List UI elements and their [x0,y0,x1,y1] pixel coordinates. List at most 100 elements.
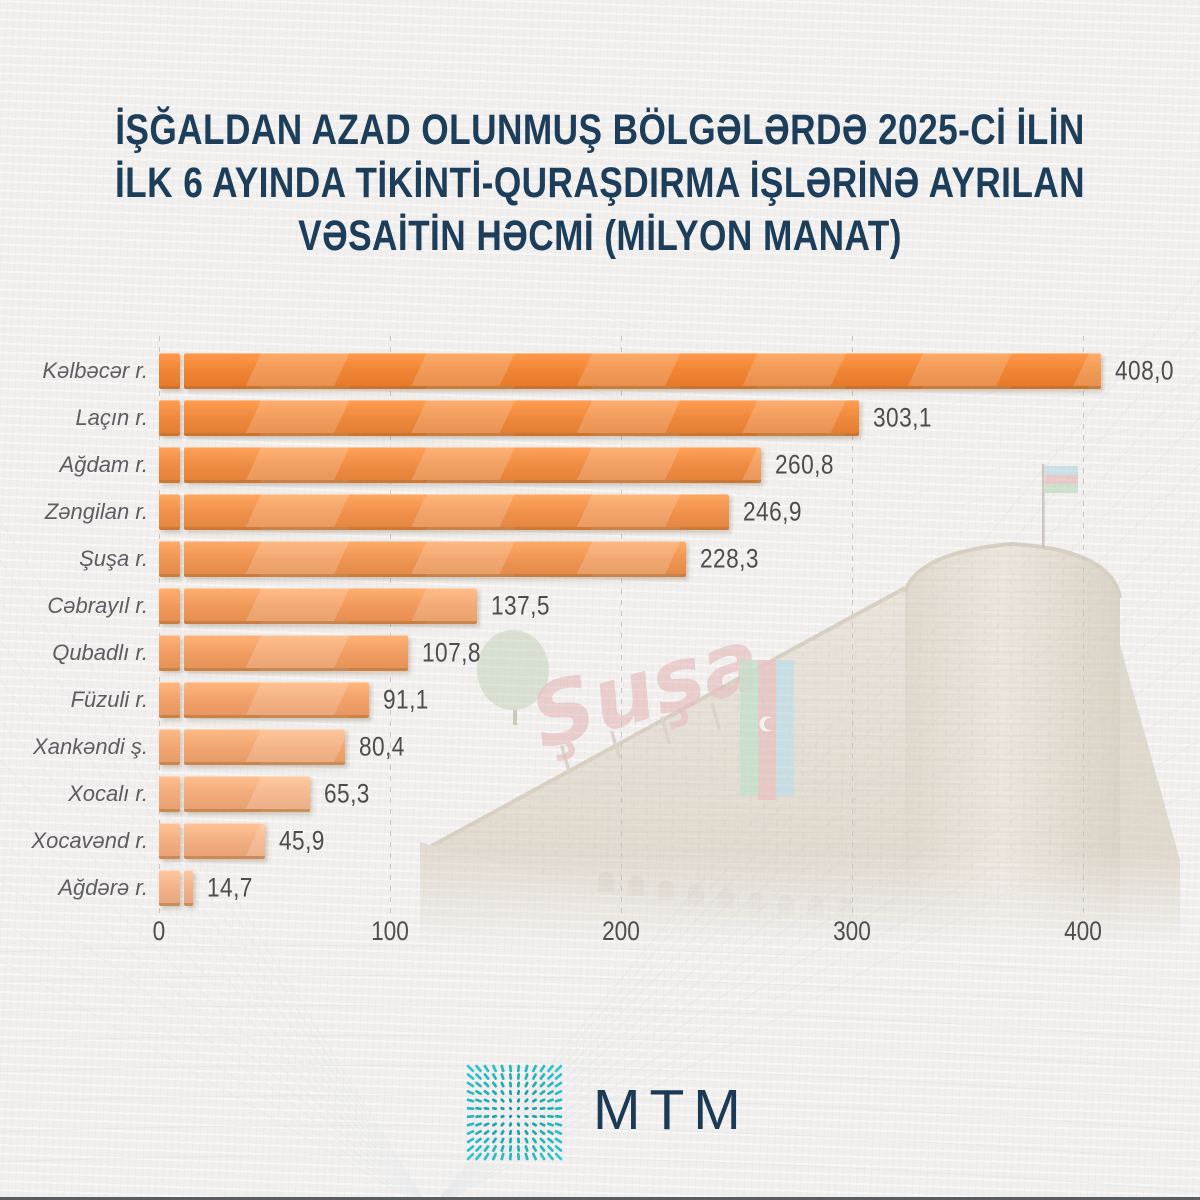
bar-lead-square [159,869,180,906]
logo-dash [524,1152,529,1161]
logo-dash [516,1089,521,1096]
logo-dash [539,1098,546,1103]
logo-dash [508,1152,513,1161]
logo-dash [539,1106,546,1111]
bar-lead-square [159,446,180,483]
logo-dash [466,1064,475,1073]
chart-title-line-1: İŞĞALDAN AZAD OLUNMUŞ BÖLGƏLƏRDƏ 2025-Cİ… [115,106,1085,154]
logo-dash [483,1098,490,1103]
logo-dash [466,1152,475,1161]
logo-dash [508,1089,513,1096]
logo-dash [547,1098,554,1103]
logo-dash [491,1073,498,1080]
logo-dash [483,1064,490,1073]
logo-dash [475,1114,482,1119]
logo-dash [500,1098,505,1103]
logo-dash [508,1114,513,1119]
logo-dash [475,1137,482,1144]
logo-dash [475,1098,482,1103]
logo-dash [508,1081,513,1088]
logo-dash [539,1122,546,1127]
logo-dash [531,1122,538,1127]
logo-dash [531,1064,538,1073]
value-label: 45,9 [279,825,325,855]
logo-dash [500,1114,505,1119]
bar-lead-square [159,399,180,436]
logo-dash [554,1129,563,1136]
logo-dash [524,1064,529,1073]
logo-dash [554,1106,563,1111]
logo-dash [483,1122,490,1127]
chart-title-line-3: VƏSAİTİN HƏCMİ (MİLYON MANAT) [298,212,902,260]
logo-dash [547,1129,554,1136]
logo-dash [531,1089,538,1096]
logo-dash [491,1152,498,1161]
logo-dash [531,1098,538,1103]
logo-dash [483,1089,490,1096]
gridline-0 [159,336,160,916]
logo-dash [491,1064,498,1073]
logo-dash [475,1129,482,1136]
value-label: 65,3 [323,778,370,808]
logo-dash [483,1152,490,1161]
logo-dash [531,1114,538,1119]
logo-dash [491,1089,498,1096]
logo-dash [466,1098,475,1103]
logo-dash [516,1081,521,1088]
logo-dash [524,1089,529,1096]
category-label: Laçın r. [75,404,148,430]
logo-dash [531,1137,538,1144]
category-label: Xocavənd r. [31,827,148,853]
logo-dash [500,1064,505,1073]
logo-dash [516,1106,521,1111]
logo-dash [508,1137,513,1144]
logo-dash [547,1114,554,1119]
logo-dash [466,1081,475,1088]
bar [184,634,409,671]
logo-dash [466,1089,475,1096]
value-label: 246,9 [743,496,803,526]
logo-dash [500,1106,505,1111]
logo-dash [466,1106,475,1111]
logo-dash [547,1152,554,1161]
value-label: 91,1 [383,684,430,714]
logo-dash [524,1081,529,1088]
logo-dash [524,1137,529,1144]
logo-dash [539,1089,546,1096]
logo-dash [466,1114,475,1119]
logo-dash [516,1122,521,1127]
bar [184,728,345,765]
mtm-logo-text: MTM [593,1078,750,1142]
category-label: Şuşa r. [79,545,148,571]
logo-dash [500,1073,505,1080]
logo-dash [475,1152,482,1161]
logo-dash [500,1137,505,1144]
logo-dash [547,1073,554,1080]
logo-dash [491,1098,498,1103]
bar-row: Cəbrayıl r. 137,5 [0,582,1200,629]
category-label: Ağdam r. [59,451,148,477]
bar-row: Ağdam r. 260,8 [0,441,1200,488]
bar-row: Şuşa r. 228,3 [0,535,1200,582]
mtm-starburst-icon [466,1064,563,1161]
logo-dash [475,1145,482,1152]
gridline-100 [390,336,391,916]
logo-dash [554,1137,563,1144]
category-label: Qubadlı r. [52,639,148,665]
value-label: 260,8 [775,449,835,479]
logo-dash [554,1073,563,1080]
category-label: Ağdərə r. [58,874,148,900]
logo-dash [508,1122,513,1127]
logo-dash [508,1145,513,1152]
logo-dash [483,1145,490,1152]
logo-dash [524,1122,529,1127]
logo-dash [547,1081,554,1088]
logo-dash [483,1129,490,1136]
logo-dash [531,1073,538,1080]
logo-dash [508,1073,513,1080]
bar-row: Kəlbəcər r. 408,0 [0,347,1200,394]
logo-dash [500,1145,505,1152]
value-label: 228,3 [700,543,760,573]
logo-dash [516,1152,521,1161]
